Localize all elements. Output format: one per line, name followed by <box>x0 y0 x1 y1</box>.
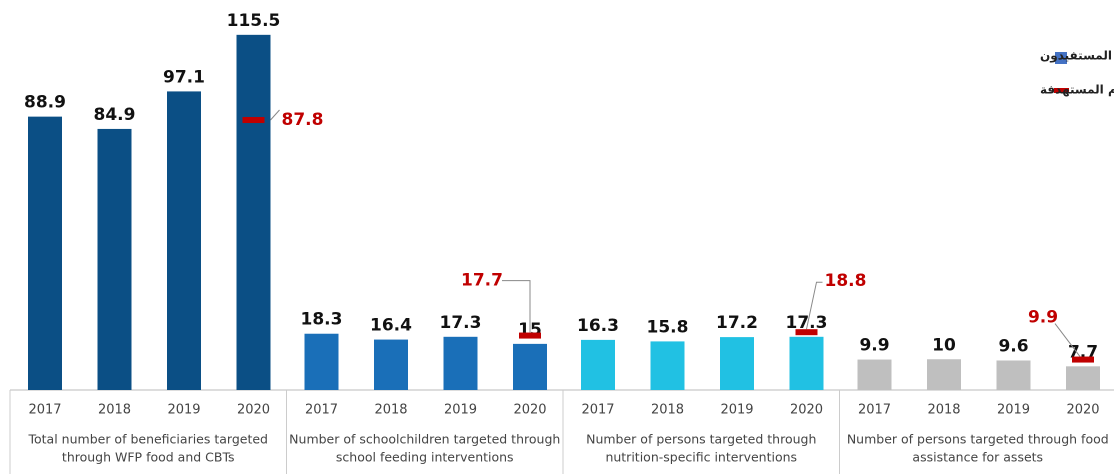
group-label: Number of schoolchildren targeted throug… <box>289 432 560 447</box>
target-label: 18.8 <box>825 271 867 291</box>
year-label: 2019 <box>720 403 753 418</box>
year-label: 2019 <box>997 403 1030 418</box>
target-connector <box>806 281 823 330</box>
bar <box>374 339 408 390</box>
value-label: 84.9 <box>94 105 136 125</box>
year-label: 2020 <box>237 403 270 418</box>
target-label: 17.7 <box>461 271 503 291</box>
bar <box>581 339 615 390</box>
bar <box>443 336 478 390</box>
bar <box>789 336 824 390</box>
year-label: 2017 <box>858 403 891 418</box>
year-label: 2019 <box>444 403 477 418</box>
bar <box>513 343 547 390</box>
bar <box>1066 366 1100 390</box>
group-label: nutrition-specific interventions <box>605 450 797 465</box>
value-label: 18.3 <box>301 310 343 330</box>
year-label: 2019 <box>167 403 200 418</box>
bar <box>857 359 892 390</box>
target-connector <box>1054 323 1081 357</box>
value-label: 97.1 <box>163 67 205 87</box>
group-label: assistance for assets <box>912 450 1043 465</box>
year-label: 2017 <box>305 403 338 418</box>
year-label: 2018 <box>98 403 131 418</box>
target-connector <box>270 109 280 121</box>
value-label: 17.2 <box>716 313 758 333</box>
value-label: 115.5 <box>227 11 281 31</box>
year-label: 2020 <box>513 403 546 418</box>
legend-label: المستفيدون <box>1040 49 1112 64</box>
value-label: 17.3 <box>440 313 482 333</box>
bar <box>304 333 339 390</box>
bar <box>28 116 62 390</box>
bar <box>927 359 961 390</box>
bar <box>996 360 1031 390</box>
group-label: Total number of beneficiaries targeted <box>28 432 268 447</box>
year-label: 2017 <box>581 403 614 418</box>
value-label: 16.4 <box>370 316 412 336</box>
group-label: Number of persons targeted through food <box>847 432 1109 447</box>
year-label: 2018 <box>374 403 407 418</box>
value-label: 9.6 <box>998 336 1028 356</box>
target-connector <box>502 280 531 333</box>
bar <box>650 341 685 390</box>
value-label: 10 <box>932 335 956 355</box>
value-label: 9.9 <box>859 336 889 356</box>
year-label: 2018 <box>651 403 684 418</box>
target-label: 9.9 <box>1028 308 1058 328</box>
value-label: 88.9 <box>24 93 66 113</box>
bar <box>97 128 132 390</box>
value-label: 17.3 <box>786 313 828 333</box>
target-label: 87.8 <box>282 110 324 130</box>
group-label: Number of persons targeted through <box>586 432 816 447</box>
group-label: school feeding interventions <box>336 450 514 465</box>
target-marker <box>795 329 818 336</box>
value-label: 16.3 <box>577 316 619 336</box>
year-label: 2020 <box>790 403 823 418</box>
legend-label: الأرقام المستهدفة <box>1040 82 1114 98</box>
target-marker <box>242 117 265 124</box>
legend-swatch <box>1055 52 1067 64</box>
year-label: 2020 <box>1066 403 1099 418</box>
bar <box>236 34 271 391</box>
bar <box>167 91 201 390</box>
year-label: 2017 <box>28 403 61 418</box>
year-label: 2018 <box>927 403 960 418</box>
legend-swatch <box>1054 88 1069 93</box>
value-label: 15.8 <box>647 317 689 337</box>
bar <box>720 337 754 390</box>
target-marker <box>519 332 541 339</box>
group-label: through WFP food and CBTs <box>62 450 235 465</box>
target-marker <box>1072 356 1094 363</box>
